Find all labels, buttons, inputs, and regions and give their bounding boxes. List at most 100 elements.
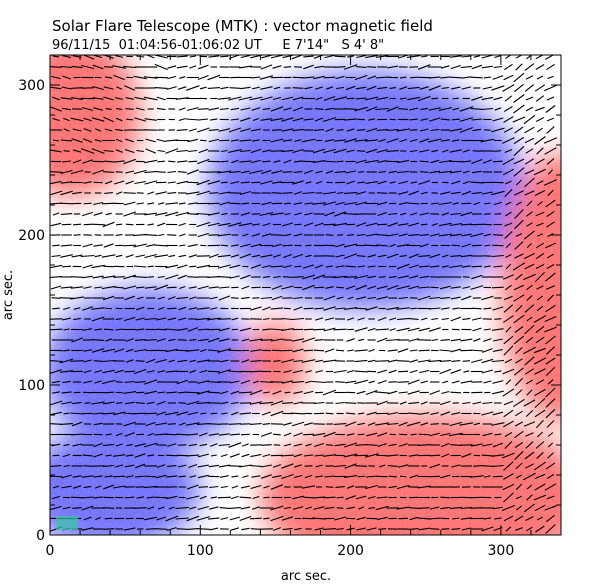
field-vector — [514, 241, 524, 250]
field-vector — [420, 108, 429, 110]
field-vector — [156, 338, 166, 342]
field-vector — [386, 138, 399, 143]
field-vector — [389, 181, 396, 184]
field-vector — [408, 412, 420, 415]
field-vector — [134, 265, 147, 268]
field-vector — [228, 127, 241, 133]
field-vector — [230, 139, 239, 142]
field-vector — [82, 454, 93, 457]
field-vector — [418, 286, 431, 289]
field-vector — [198, 148, 209, 154]
field-vector — [535, 211, 545, 217]
field-vector — [324, 475, 335, 478]
field-vector — [333, 369, 347, 374]
field-vector — [408, 234, 420, 236]
field-vector — [450, 233, 462, 237]
field-vector — [325, 412, 334, 415]
field-vector — [251, 159, 261, 164]
field-vector — [61, 86, 72, 90]
field-vector — [249, 401, 263, 405]
field-vector — [365, 475, 378, 478]
field-vector — [535, 525, 545, 533]
field-vector — [313, 129, 325, 131]
field-vector — [52, 495, 60, 500]
field-vector — [312, 274, 326, 280]
field-vector — [250, 128, 262, 132]
field-vector — [207, 349, 220, 352]
field-vector — [270, 138, 284, 143]
field-vector — [207, 180, 221, 185]
field-vector — [365, 389, 378, 396]
field-vector — [156, 328, 167, 331]
field-vector — [186, 495, 200, 500]
field-vector — [176, 180, 188, 185]
field-vector — [292, 128, 304, 132]
field-vector — [272, 527, 281, 531]
field-vector — [80, 148, 95, 154]
field-vector — [154, 496, 168, 499]
field-vector — [534, 409, 546, 418]
field-vector — [462, 360, 471, 362]
field-vector — [220, 453, 228, 458]
field-vector — [420, 422, 429, 426]
field-vector — [252, 117, 259, 122]
field-vector — [81, 505, 94, 511]
field-vector — [157, 160, 165, 163]
field-vector — [158, 233, 165, 237]
field-vector — [197, 453, 209, 458]
field-vector — [115, 432, 123, 437]
field-vector — [470, 181, 484, 184]
field-vector — [177, 359, 188, 363]
field-vector — [438, 222, 452, 227]
field-vector — [198, 486, 209, 488]
field-vector — [71, 337, 83, 343]
field-vector — [217, 97, 232, 100]
field-vector — [262, 453, 271, 458]
field-vector — [199, 443, 208, 447]
field-vector — [82, 243, 93, 248]
field-vector — [376, 400, 388, 406]
field-vector — [450, 444, 462, 446]
field-vector — [386, 150, 399, 152]
field-vector — [368, 380, 375, 384]
field-vector — [292, 348, 304, 353]
field-vector — [525, 432, 534, 437]
field-vector — [365, 306, 378, 311]
field-vector — [407, 507, 420, 509]
field-vector — [419, 243, 429, 248]
field-vector — [515, 63, 523, 71]
field-vector — [209, 485, 219, 489]
field-vector — [346, 128, 355, 132]
field-vector — [323, 148, 337, 154]
field-vector — [259, 401, 274, 405]
field-vector — [50, 264, 63, 269]
field-vector — [439, 349, 452, 352]
field-vector — [263, 391, 270, 394]
field-vector — [242, 233, 249, 237]
field-vector — [493, 65, 503, 69]
field-vector — [333, 96, 347, 101]
field-vector — [83, 128, 92, 132]
field-vector — [239, 464, 252, 468]
field-vector — [238, 391, 253, 394]
field-vector — [242, 475, 249, 478]
field-vector — [354, 349, 368, 352]
field-vector — [430, 128, 440, 132]
field-vector — [283, 159, 292, 164]
field-vector — [229, 453, 240, 458]
field-vector — [409, 107, 419, 111]
field-vector — [189, 339, 197, 341]
field-vector — [270, 265, 284, 268]
field-vector — [335, 486, 345, 488]
field-vector — [367, 370, 377, 373]
field-vector — [344, 138, 357, 143]
field-vector — [313, 401, 325, 405]
field-vector — [250, 148, 262, 154]
field-vector — [386, 233, 399, 237]
field-vector — [314, 339, 324, 341]
field-vector — [322, 359, 337, 363]
field-vector — [429, 233, 440, 237]
field-vector — [533, 494, 547, 501]
field-vector — [323, 496, 336, 499]
field-vector — [419, 412, 430, 415]
